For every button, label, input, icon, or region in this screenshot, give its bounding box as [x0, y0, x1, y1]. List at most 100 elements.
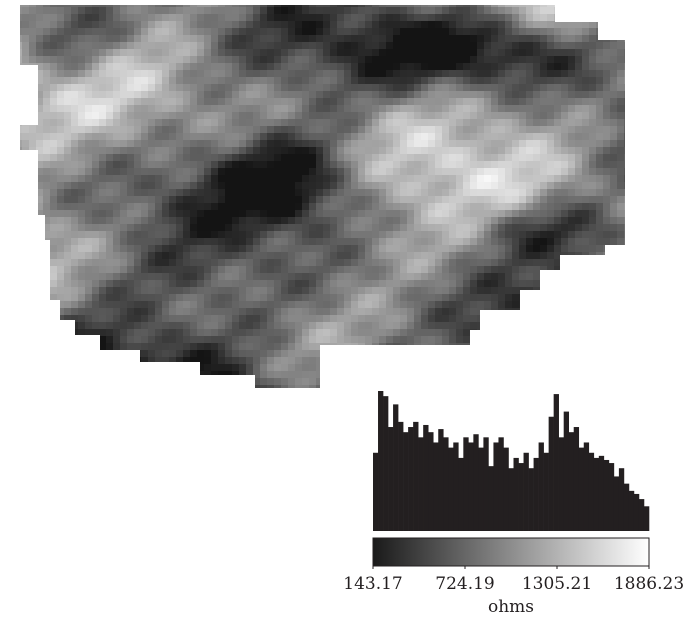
- map-cell: [106, 364, 113, 371]
- map-cell: [393, 112, 400, 119]
- map-cell: [589, 119, 596, 126]
- map-cell: [218, 98, 225, 105]
- map-cell: [351, 112, 358, 119]
- map-cell: [379, 35, 386, 42]
- map-cell: [610, 161, 617, 168]
- map-cell: [589, 224, 596, 231]
- map-cell: [183, 280, 190, 287]
- colorbar-tick-label: 1305.21: [522, 574, 592, 594]
- map-cell: [428, 189, 435, 196]
- map-cell: [442, 378, 449, 385]
- map-cell: [281, 231, 288, 238]
- map-cell: [596, 245, 603, 252]
- map-cell: [365, 196, 372, 203]
- map-cell: [519, 0, 526, 7]
- map-cell: [50, 343, 57, 350]
- map-cell: [169, 126, 176, 133]
- map-cell: [43, 14, 50, 21]
- map-cell: [589, 245, 596, 252]
- map-cell: [505, 287, 512, 294]
- map-cell: [344, 168, 351, 175]
- map-cell: [393, 315, 400, 322]
- map-cell: [407, 231, 414, 238]
- map-cell: [533, 42, 540, 49]
- map-cell: [15, 308, 22, 315]
- map-cell: [589, 63, 596, 70]
- map-cell: [463, 287, 470, 294]
- map-cell: [407, 364, 414, 371]
- map-cell: [526, 273, 533, 280]
- map-cell: [127, 294, 134, 301]
- map-cell: [484, 91, 491, 98]
- map-cell: [113, 280, 120, 287]
- map-cell: [50, 77, 57, 84]
- map-cell: [211, 322, 218, 329]
- map-cell: [498, 378, 505, 385]
- map-cell: [568, 7, 575, 14]
- map-cell: [351, 189, 358, 196]
- map-cell: [449, 126, 456, 133]
- map-cell: [449, 91, 456, 98]
- map-cell: [155, 371, 162, 378]
- map-cell: [183, 336, 190, 343]
- map-cell: [351, 35, 358, 42]
- map-cell: [190, 245, 197, 252]
- map-cell: [50, 126, 57, 133]
- map-cell: [603, 77, 610, 84]
- map-cell: [253, 0, 260, 7]
- map-cell: [316, 42, 323, 49]
- map-cell: [512, 7, 519, 14]
- map-cell: [351, 203, 358, 210]
- map-cell: [169, 364, 176, 371]
- map-cell: [596, 378, 603, 385]
- map-cell: [456, 175, 463, 182]
- map-cell: [526, 238, 533, 245]
- map-cell: [15, 259, 22, 266]
- map-cell: [50, 315, 57, 322]
- map-cell: [463, 84, 470, 91]
- map-cell: [302, 168, 309, 175]
- map-cell: [603, 329, 610, 336]
- map-cell: [498, 175, 505, 182]
- map-cell: [197, 91, 204, 98]
- map-cell: [435, 210, 442, 217]
- map-cell: [22, 189, 29, 196]
- map-cell: [113, 42, 120, 49]
- map-cell: [372, 371, 379, 378]
- map-cell: [589, 126, 596, 133]
- histogram-bar: [604, 460, 609, 531]
- map-cell: [302, 385, 309, 392]
- map-cell: [29, 175, 36, 182]
- map-cell: [582, 350, 589, 357]
- map-cell: [225, 175, 232, 182]
- map-cell: [414, 0, 421, 7]
- map-cell: [232, 7, 239, 14]
- map-cell: [484, 182, 491, 189]
- map-cell: [456, 147, 463, 154]
- map-cell: [484, 315, 491, 322]
- map-cell: [29, 294, 36, 301]
- map-cell: [281, 140, 288, 147]
- map-cell: [526, 112, 533, 119]
- map-cell: [267, 224, 274, 231]
- map-cell: [15, 196, 22, 203]
- map-cell: [624, 336, 631, 343]
- map-cell: [477, 196, 484, 203]
- map-cell: [183, 140, 190, 147]
- map-cell: [211, 35, 218, 42]
- map-cell: [519, 7, 526, 14]
- map-cell: [428, 126, 435, 133]
- map-cell: [64, 182, 71, 189]
- map-cell: [288, 182, 295, 189]
- map-cell: [442, 77, 449, 84]
- map-cell: [197, 14, 204, 21]
- map-cell: [218, 238, 225, 245]
- map-cell: [491, 266, 498, 273]
- map-cell: [169, 322, 176, 329]
- map-cell: [617, 245, 624, 252]
- map-cell: [526, 147, 533, 154]
- map-cell: [421, 203, 428, 210]
- map-cell: [386, 21, 393, 28]
- map-cell: [183, 189, 190, 196]
- map-cell: [428, 77, 435, 84]
